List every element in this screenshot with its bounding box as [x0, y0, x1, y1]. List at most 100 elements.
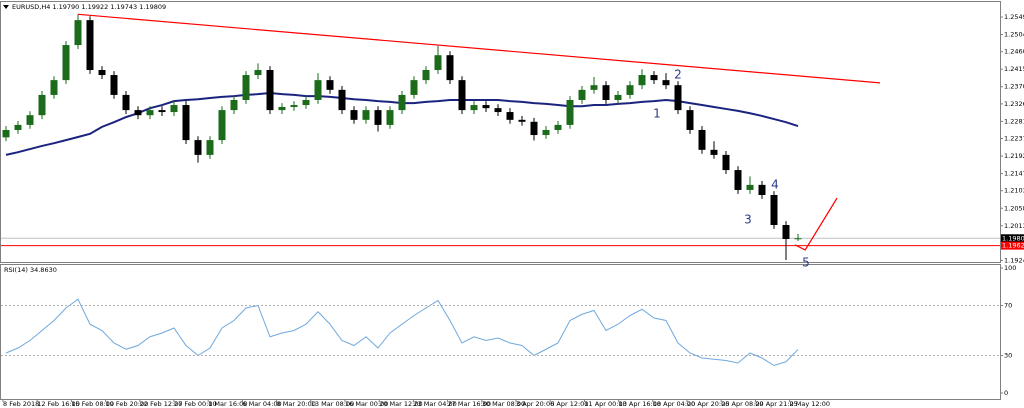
x-tick-label: 16 Mar 00:00 [345, 400, 388, 408]
wave-label: 3 [744, 213, 752, 227]
x-tick-label: 11 Apr 00:00 [584, 400, 626, 408]
candle-body [470, 105, 478, 111]
wave-label: 1 [653, 107, 661, 121]
candle-body [794, 238, 802, 240]
candle-body [662, 80, 670, 86]
candle-body [170, 105, 178, 113]
rsi-line [5, 298, 799, 367]
candle-body [542, 129, 550, 136]
y-tick-label: 1.25040 [1004, 31, 1024, 39]
price-tag [1001, 241, 1024, 250]
candle-body [506, 112, 514, 120]
candle-body [362, 110, 370, 120]
candle-body [770, 195, 778, 225]
y-tick-label: 1.19240 [1004, 256, 1024, 264]
candle-body [482, 105, 490, 109]
y-tick-label: 1.22810 [1004, 117, 1024, 125]
candle-body [710, 149, 718, 155]
x-tick-label: 18 Apr 04:00 [653, 400, 695, 408]
rsi-y-tick-label: 0 [1004, 389, 1008, 397]
candle-body [2, 129, 10, 138]
y-tick-label: 1.22370 [1004, 135, 1024, 143]
candle-body [746, 184, 754, 190]
candle-body [602, 85, 610, 100]
candle-body [530, 121, 538, 136]
x-tick-label: 27 Feb 00:00 [174, 400, 217, 408]
candle-body [626, 85, 634, 95]
rsi-y-tick-label: 30 [1004, 352, 1012, 360]
candle-body [206, 140, 214, 155]
collapse-icon [3, 5, 9, 9]
x-tick-label: 8 Mar 20:00 [277, 400, 316, 408]
candle-body [290, 105, 298, 107]
price-tag [1001, 234, 1024, 243]
candle-body [494, 108, 502, 113]
candle-body [386, 110, 394, 125]
x-tick-label: 6 Apr 12:00 [550, 400, 588, 408]
y-tick-label: 1.23700 [1004, 83, 1024, 91]
x-tick-label: 2 May 12:00 [790, 400, 830, 408]
candle-body [62, 45, 70, 81]
candle-body [566, 99, 574, 125]
candle-body [302, 99, 310, 106]
candle-body [554, 124, 562, 130]
x-tick-label: 29 Apr 21:05 [755, 400, 797, 408]
x-tick-label: 30 Mar 08:00 [482, 400, 525, 408]
candle-body [194, 140, 202, 155]
candle-body [614, 94, 622, 100]
y-tick-label: 1.21030 [1004, 187, 1024, 195]
x-tick-label: 22 Feb 12:00 [140, 400, 183, 408]
y-tick-label: 1.21920 [1004, 152, 1024, 160]
x-tick-label: 25 Apr 08:00 [721, 400, 763, 408]
candle-body [518, 119, 526, 122]
y-tick-label: 1.20130 [1004, 222, 1024, 230]
candle-body [266, 69, 274, 111]
candle-body [674, 85, 682, 111]
candle-body [458, 80, 466, 111]
x-tick-label: 12 Feb 16:00 [37, 400, 80, 408]
candle-body [14, 124, 22, 130]
wave-label: 5 [802, 256, 810, 270]
candle-body [86, 20, 94, 70]
y-tick-label: 1.23260 [1004, 100, 1024, 108]
candle-body [578, 89, 586, 100]
x-tick-label: 13 Mar 08:00 [311, 400, 354, 408]
x-tick-label: 3 Apr 20:00 [516, 400, 554, 408]
rsi-label: RSI(14) 34.8630 [4, 266, 57, 274]
candle-body [314, 80, 322, 100]
x-tick-label: 19 Feb 20:00 [106, 400, 149, 408]
projection [794, 197, 838, 251]
y-tick-label: 1.20580 [1004, 204, 1024, 212]
rsi-y-tick-label: 70 [1004, 302, 1012, 310]
x-tick-label: 20 Mar 12:00 [379, 400, 422, 408]
price-tag-label: 1.19809 [1002, 234, 1024, 242]
candle-body [374, 110, 382, 125]
candle-body [446, 55, 454, 81]
candle-body [122, 94, 130, 111]
candle-body [422, 69, 430, 81]
candle-body [134, 110, 142, 116]
x-tick-label: 1 Mar 16:00 [208, 400, 247, 408]
candle-body [434, 55, 442, 70]
candle-body [722, 154, 730, 171]
x-tick-label: 15 Feb 08:00 [71, 400, 114, 408]
candle-body [74, 20, 82, 46]
candle-body [734, 170, 742, 190]
chart-title: EURUSD,H4 1.19790 1.19922 1.19743 1.1980… [12, 3, 166, 11]
candle-body [218, 110, 226, 141]
y-tick-label: 1.24150 [1004, 65, 1024, 73]
candle-body [410, 80, 418, 95]
candle-body [182, 105, 190, 141]
candle-body [638, 75, 646, 86]
y-tick-label: 1.21470 [1004, 170, 1024, 178]
candle-body [326, 80, 334, 90]
candle-body [254, 69, 262, 76]
wave-label: 4 [771, 178, 779, 192]
price-panel [0, 1, 1001, 263]
rsi-y-tick-label: 100 [1004, 264, 1016, 272]
candle-body [590, 85, 598, 90]
candle-body [686, 110, 694, 130]
